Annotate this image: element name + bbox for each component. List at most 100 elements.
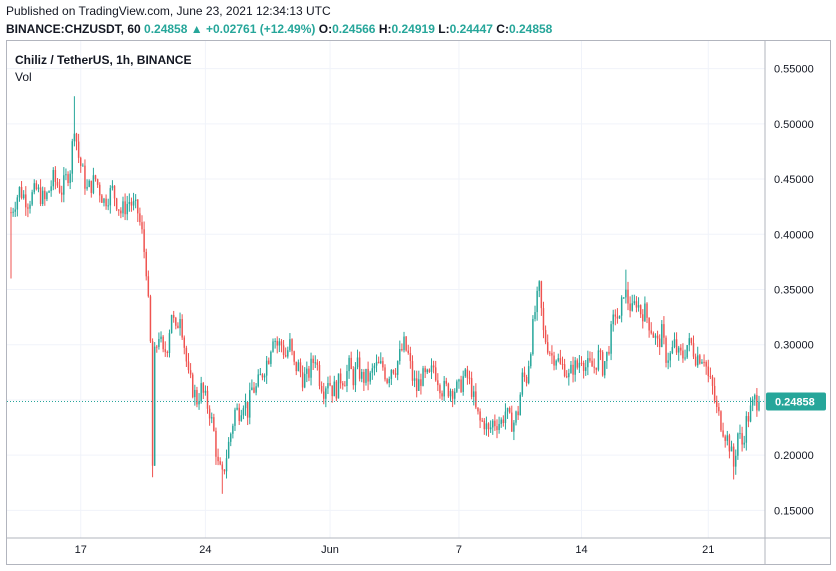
candle xyxy=(751,396,754,412)
candle xyxy=(396,360,399,381)
candle-body xyxy=(335,381,338,399)
candle-body xyxy=(426,369,428,373)
legend-volume: Vol xyxy=(15,70,32,84)
candle-body xyxy=(86,186,88,189)
candle xyxy=(559,349,562,365)
candle xyxy=(122,196,124,218)
candle-body xyxy=(206,390,209,409)
candle xyxy=(675,332,678,355)
open-value: 0.24566 xyxy=(332,22,376,36)
candle-body xyxy=(601,352,604,376)
candle xyxy=(479,408,481,429)
price-tick-label: 0.45000 xyxy=(774,174,814,186)
candle xyxy=(658,334,661,355)
candle-body xyxy=(149,296,152,342)
candle-body xyxy=(506,407,509,412)
candle-body xyxy=(77,141,80,158)
candle xyxy=(320,381,323,394)
candle xyxy=(63,167,65,203)
candle xyxy=(735,449,737,475)
candle xyxy=(268,357,270,365)
candle xyxy=(578,354,581,373)
candle-body xyxy=(711,376,714,386)
candle xyxy=(403,331,405,353)
candle xyxy=(54,166,57,190)
candle-body xyxy=(358,357,361,379)
candle xyxy=(270,350,272,367)
candle-body xyxy=(405,336,407,351)
candle xyxy=(434,360,437,382)
candle xyxy=(94,174,97,182)
candle-body xyxy=(223,469,226,472)
candle-body xyxy=(103,198,105,203)
candle xyxy=(644,296,646,322)
candle-body xyxy=(730,446,733,452)
candle-body xyxy=(591,360,593,367)
candle-body xyxy=(31,192,33,205)
candle xyxy=(629,296,631,318)
candle-body xyxy=(642,314,644,322)
date-tick-label: Jun xyxy=(321,544,339,556)
candle xyxy=(703,354,705,367)
candle xyxy=(113,185,116,207)
candle xyxy=(238,403,240,425)
candle-body xyxy=(297,362,300,372)
candle xyxy=(646,302,648,324)
candle-body xyxy=(538,281,540,291)
candle xyxy=(654,333,657,345)
candle xyxy=(139,207,141,226)
candle xyxy=(745,411,748,451)
candle xyxy=(754,393,756,406)
candle xyxy=(521,368,524,397)
candle-body xyxy=(747,416,750,422)
candle-body xyxy=(18,186,21,198)
candle xyxy=(437,373,439,392)
candle-body xyxy=(597,350,600,370)
candle-body xyxy=(462,376,464,392)
candle xyxy=(143,221,145,259)
candle-body xyxy=(27,207,29,209)
candle xyxy=(399,340,401,365)
candle xyxy=(20,181,23,200)
candle-body xyxy=(496,426,498,431)
close-value: 0.24858 xyxy=(508,22,553,36)
candle-body xyxy=(542,308,545,331)
candle xyxy=(530,352,532,369)
candle xyxy=(747,412,750,428)
candle xyxy=(251,379,253,391)
candle xyxy=(158,332,160,350)
candle-body xyxy=(451,390,454,399)
candle xyxy=(428,368,431,373)
candle xyxy=(29,200,31,214)
candle xyxy=(280,339,283,353)
candle xyxy=(86,179,88,191)
candle xyxy=(162,335,164,353)
candle-body xyxy=(563,364,566,377)
candle-body xyxy=(606,351,608,362)
candle xyxy=(481,417,483,423)
candle-body xyxy=(369,372,371,382)
candle xyxy=(582,360,585,379)
candle-body xyxy=(633,301,636,304)
candle-body xyxy=(344,385,346,387)
candle-body xyxy=(525,376,528,384)
candle-body xyxy=(52,170,54,187)
candle-body xyxy=(409,353,412,362)
candle-body xyxy=(458,379,460,382)
candle xyxy=(124,193,126,221)
candle-body xyxy=(92,175,95,193)
candle-body xyxy=(614,314,617,317)
candle-body xyxy=(354,367,357,386)
candle-body xyxy=(694,356,697,366)
candle xyxy=(194,384,196,406)
candle xyxy=(462,370,464,396)
candle-body xyxy=(608,351,610,354)
candle-body xyxy=(301,372,304,388)
candle-body xyxy=(337,373,340,399)
candle-body xyxy=(79,157,82,166)
candle xyxy=(242,405,245,420)
candle-body xyxy=(60,192,63,195)
candle xyxy=(496,419,498,439)
candle-body xyxy=(217,456,219,462)
